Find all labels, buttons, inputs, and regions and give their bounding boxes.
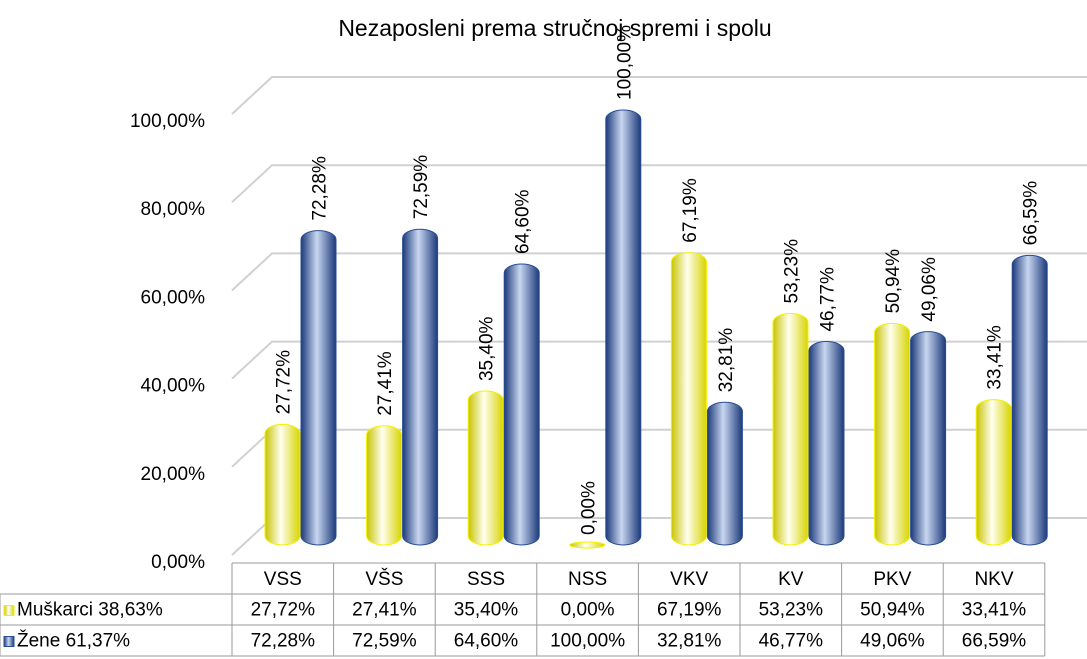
value-label: 49,06%: [919, 257, 940, 322]
value-label: 66,59%: [1021, 181, 1042, 246]
value-label: 50,94%: [883, 249, 904, 314]
grid-line: [231, 340, 1087, 380]
y-tick-label: 0,00%: [151, 552, 205, 573]
table-value: 49,06%: [860, 631, 925, 652]
bar: [1011, 254, 1048, 546]
bar: [300, 230, 337, 546]
y-tick-label: 100,00%: [130, 111, 205, 132]
x-tick-label: VKV: [670, 569, 708, 590]
table-value: 33,41%: [962, 600, 1027, 621]
value-label: 53,23%: [782, 239, 803, 304]
table-value: 50,94%: [860, 600, 925, 621]
x-tick-label: NSS: [568, 569, 607, 590]
table-value: 32,81%: [657, 631, 722, 652]
grid-line: [231, 76, 1087, 115]
bar: [808, 341, 845, 546]
table-value: 66,59%: [962, 631, 1027, 652]
x-tick-label: PKV: [873, 569, 911, 590]
value-label: 72,59%: [411, 155, 432, 220]
value-label: 67,19%: [680, 178, 701, 243]
bar: [772, 312, 809, 546]
bar: [910, 331, 947, 546]
table-value: 100,00%: [550, 631, 625, 652]
y-tick-label: 40,00%: [141, 376, 206, 397]
bar: [402, 228, 439, 546]
table-value: 72,59%: [352, 631, 417, 652]
x-tick-label: NKV: [974, 569, 1013, 590]
value-label: 35,40%: [477, 316, 498, 381]
legend-label: Muškarci 38,63%: [17, 600, 163, 621]
legend-marker: [3, 636, 15, 647]
table-value: 0,00%: [561, 600, 615, 621]
y-tick-label: 80,00%: [141, 199, 206, 220]
bar: [467, 390, 504, 546]
grid-line: [231, 428, 1087, 468]
table-value: 46,77%: [759, 631, 824, 652]
x-tick-label: SSS: [467, 569, 505, 590]
grid-line: [231, 164, 1087, 203]
table-value: 64,60%: [454, 631, 519, 652]
chart-title: Nezaposleni prema stručnoj spremi i spol…: [338, 15, 771, 41]
value-label: 0,00%: [578, 481, 599, 535]
bar: [366, 425, 403, 546]
legend-marker: [3, 605, 15, 616]
table-value: 53,23%: [759, 600, 824, 621]
y-tick-label: 20,00%: [141, 464, 206, 485]
bar: [605, 109, 642, 546]
table-value: 35,40%: [454, 600, 519, 621]
x-tick-label: VSS: [264, 569, 302, 590]
bar: [569, 541, 606, 549]
bar: [670, 252, 707, 546]
bar: [874, 322, 911, 546]
grid-line: [231, 517, 1087, 556]
table-value: 27,72%: [251, 600, 316, 621]
table-value: 67,19%: [657, 600, 722, 621]
value-label: 46,77%: [818, 267, 839, 332]
table-value: 27,41%: [352, 600, 417, 621]
grid-line: [231, 252, 1087, 292]
value-label: 72,28%: [310, 156, 331, 221]
value-label: 27,41%: [375, 351, 396, 416]
x-tick-label: KV: [778, 569, 804, 590]
bar: [706, 401, 743, 546]
value-label: 64,60%: [513, 189, 534, 254]
bar: [264, 423, 301, 546]
x-tick-label: VŠS: [365, 568, 403, 590]
bar: [975, 399, 1012, 546]
table-value: 72,28%: [251, 631, 316, 652]
value-label: 32,81%: [716, 328, 737, 393]
value-label: 27,72%: [274, 350, 295, 415]
bar: [503, 263, 540, 546]
value-label: 33,41%: [985, 325, 1006, 390]
value-label: 100,00%: [614, 25, 635, 100]
legend-label: Žene 61,37%: [17, 630, 130, 652]
y-tick-label: 60,00%: [141, 287, 206, 308]
